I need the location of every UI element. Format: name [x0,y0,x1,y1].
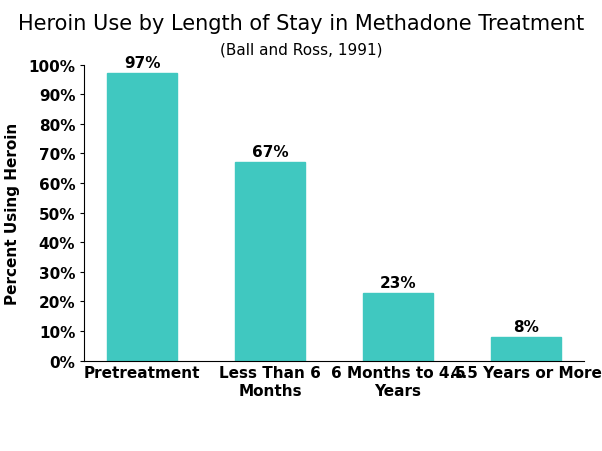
Bar [107,74,178,361]
Bar [363,293,433,361]
Text: 8%: 8% [513,319,539,334]
Y-axis label: Percent Using Heroin: Percent Using Heroin [5,122,20,304]
Text: Heroin Use by Length of Stay in Methadone Treatment: Heroin Use by Length of Stay in Methadon… [18,14,584,33]
Text: 67%: 67% [252,145,288,160]
Title: Heroin Use by Length of Stay in Methadone Treatment
(Ball and Ross, 1991): Heroin Use by Length of Stay in Methadon… [0,450,1,451]
Text: 23%: 23% [380,275,417,290]
Bar [235,163,305,361]
Bar [491,337,561,361]
Text: 97%: 97% [124,56,160,71]
Text: (Ball and Ross, 1991): (Ball and Ross, 1991) [220,43,382,58]
